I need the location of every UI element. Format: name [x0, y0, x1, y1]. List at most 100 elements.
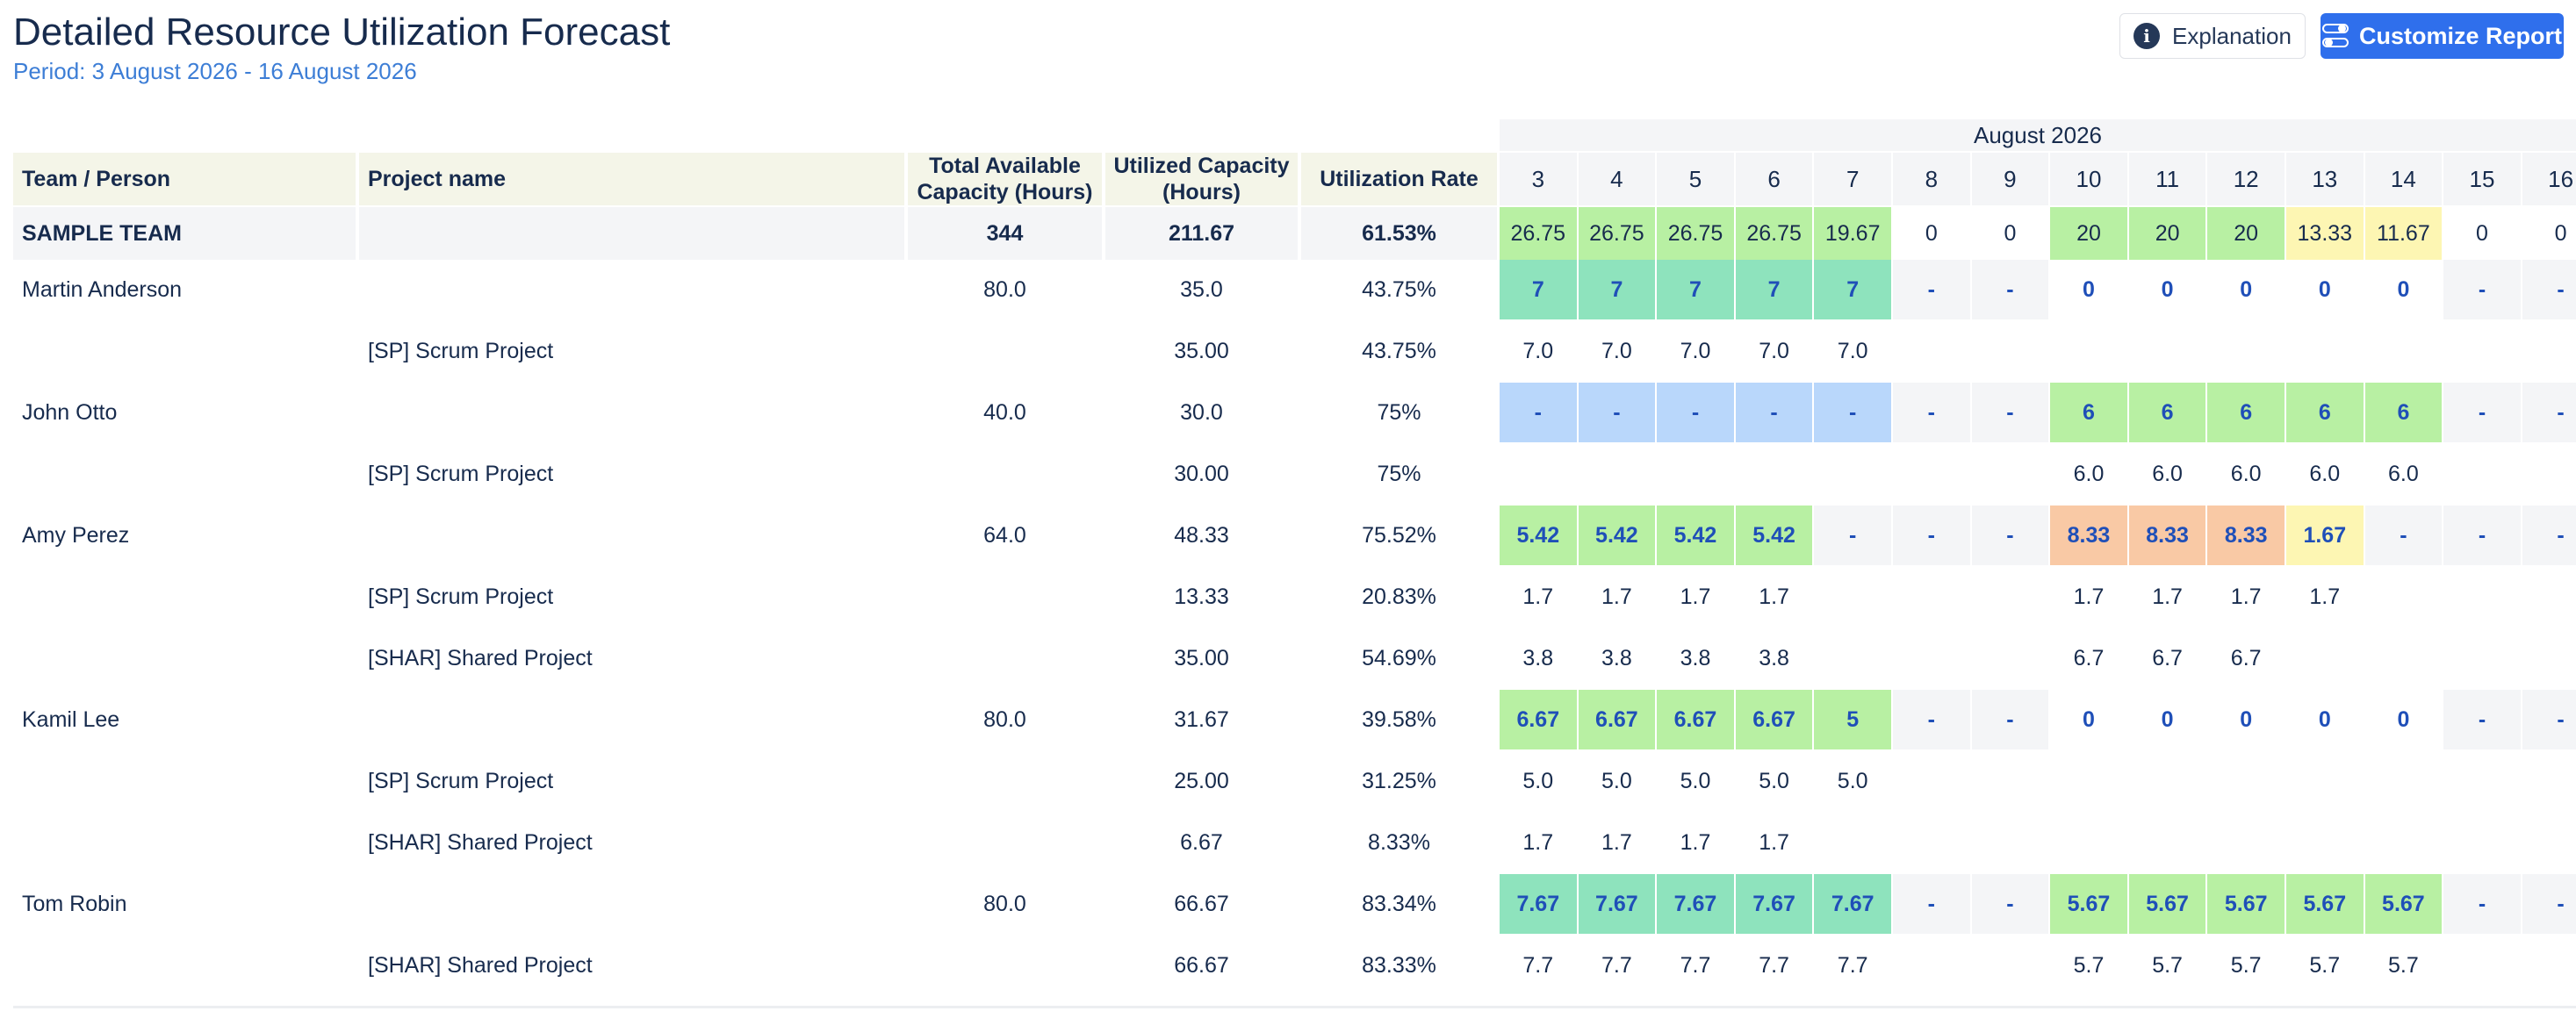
day-cell: 20 [2050, 207, 2127, 260]
day-cell [2050, 751, 2127, 811]
utilized-capacity: 211.67 [1105, 207, 1298, 260]
day-cell: 0 [2318, 276, 2331, 302]
day-cell: - [1971, 383, 2049, 442]
day-cell: 6.67 [1500, 690, 1577, 749]
day-cell: - [2443, 383, 2521, 442]
day-cell: 0 [2083, 706, 2095, 732]
day-cell: 26.75 [1735, 207, 1813, 260]
day-cell: 7.7 [1522, 952, 1554, 978]
total-capacity: 80.0 [983, 706, 1026, 732]
day-cell: 0 [2397, 276, 2410, 302]
project-name: [SHAR] Shared Project [368, 952, 593, 978]
day-cell: - [2522, 506, 2576, 565]
utilization-rate: 83.34% [1362, 891, 1436, 916]
day-cell: 5.67 [2128, 874, 2206, 934]
explanation-button[interactable]: i Explanation [2119, 13, 2306, 59]
day-cell [2443, 813, 2521, 872]
day-cell [2365, 567, 2443, 627]
utilized-capacity: 30.00 [1174, 461, 1229, 486]
day-cell: 3.8 [1601, 645, 1632, 670]
day-cell: 3.8 [1680, 645, 1711, 670]
day-cell: 7.67 [1657, 874, 1734, 934]
day-cell [1579, 444, 1656, 504]
day-cell [1972, 813, 2049, 872]
day-cell: 13.33 [2286, 207, 2364, 260]
day-cell: 1.7 [1680, 584, 1711, 609]
settings-toggle-icon [2321, 23, 2349, 49]
day-cell [2522, 751, 2576, 811]
day-cell: 8.33 [2050, 506, 2127, 565]
day-cell: 5 [1814, 690, 1891, 749]
day-cell [2365, 813, 2443, 872]
day-cell: 6 [2128, 383, 2206, 442]
day-cell: 1.7 [1601, 584, 1632, 609]
utilization-rate: 54.69% [1362, 645, 1436, 670]
utilization-rate: 75.52% [1362, 522, 1436, 548]
day-cell: - [1657, 383, 1734, 442]
day-cell [1893, 628, 1970, 688]
total-capacity: 40.0 [983, 399, 1026, 425]
day-cell: 8.33 [2128, 506, 2206, 565]
day-cell: 7.0 [1680, 338, 1711, 363]
day-cell: 7.0 [1759, 338, 1789, 363]
day-cell: 0 [2161, 276, 2174, 302]
day-cell: 7 [1657, 260, 1734, 319]
day-cell [2207, 813, 2285, 872]
utilization-rate: 75% [1377, 399, 1421, 425]
day-cell: 5.0 [1837, 768, 1868, 793]
day-cell: - [1735, 383, 1813, 442]
day-cell [2365, 628, 2443, 688]
day-cell: 5.0 [1522, 768, 1554, 793]
utilized-capacity: 13.33 [1174, 584, 1229, 609]
day-cell [2522, 444, 2576, 504]
day-cell [2443, 444, 2521, 504]
day-cell [2207, 751, 2285, 811]
project-name: [SP] Scrum Project [368, 768, 554, 793]
day-cell: 0 [2161, 706, 2174, 732]
day-cell: - [1971, 690, 2049, 749]
day-cell: 5.0 [1680, 768, 1711, 793]
person-name: Amy Perez [22, 522, 130, 548]
team-name: SAMPLE TEAM [13, 207, 356, 260]
day-cell: - [2364, 506, 2443, 565]
table-bottom-border [13, 1006, 2576, 1008]
day-cell [2050, 321, 2127, 381]
day-cell: 11.67 [2364, 207, 2443, 260]
day-cell: 7 [1500, 260, 1577, 319]
day-cell: 7.7 [1759, 952, 1789, 978]
utilized-capacity: 66.67 [1174, 952, 1229, 978]
day-cell [1972, 444, 2049, 504]
day-cell: - [1971, 874, 2049, 934]
page-title: Detailed Resource Utilization Forecast [13, 11, 671, 54]
day-cell [1972, 567, 2049, 627]
day-cell: - [1893, 690, 1970, 749]
day-cell: 6.7 [2230, 645, 2262, 670]
day-cell: 7.7 [1601, 952, 1632, 978]
day-cell: 0 [2476, 220, 2488, 246]
day-cell: 5.67 [2207, 874, 2285, 934]
day-cell [1972, 321, 2049, 381]
day-cell: 0 [2318, 706, 2331, 732]
day-cell: 7 [1735, 260, 1813, 319]
report-period: Period: 3 August 2026 - 16 August 2026 [13, 58, 417, 84]
day-cell: - [2443, 874, 2521, 934]
day-cell: 6 [2364, 383, 2443, 442]
day-cell: - [1578, 383, 1656, 442]
customize-report-button[interactable]: Customize Report [2321, 13, 2564, 59]
day-cell: - [1814, 506, 1891, 565]
day-cell: - [2443, 506, 2521, 565]
day-cell: 0 [1925, 220, 1938, 246]
day-cell [2129, 751, 2206, 811]
day-cell: 5.7 [2073, 952, 2105, 978]
day-cell [2286, 628, 2364, 688]
day-cell: - [2443, 260, 2521, 319]
day-header-13: 13 [2286, 153, 2364, 205]
project-name: [SHAR] Shared Project [368, 829, 593, 855]
day-cell [2050, 813, 2127, 872]
project-name-empty [359, 207, 904, 260]
day-header-11: 11 [2128, 153, 2206, 205]
column-header-project-name: Project name [359, 153, 904, 205]
utilized-capacity: 48.33 [1174, 522, 1229, 548]
utilized-capacity: 66.67 [1174, 891, 1229, 916]
day-header-10: 10 [2050, 153, 2127, 205]
